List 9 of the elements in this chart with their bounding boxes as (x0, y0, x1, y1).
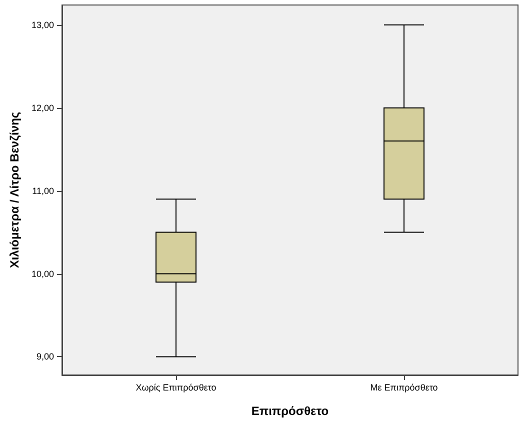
x-axis-title: Επιπρόσθετο (251, 404, 329, 418)
y-tick-label: 12,00 (31, 102, 54, 113)
y-tick-label: 13,00 (31, 20, 54, 30)
x-tick-label: Χωρίς Επιπρόσθετο (136, 382, 216, 392)
y-axis-title: Χιλιόμετρα / Λίτρο Βενζίνης (8, 112, 22, 268)
y-tick-label: 11,00 (32, 186, 54, 196)
x-tick-label: Με Επιπρόσθετο (370, 382, 438, 392)
y-tick-label: 10,00 (31, 268, 54, 279)
y-tick-label: 9,00 (36, 352, 54, 362)
